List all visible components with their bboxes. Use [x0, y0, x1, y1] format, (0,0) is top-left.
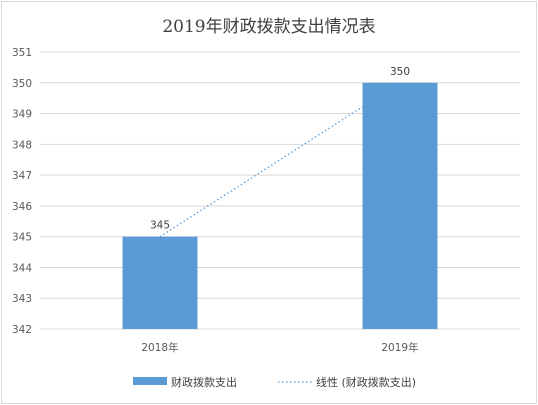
- y-tick-label: 348: [12, 139, 32, 151]
- chart-title: 2019年财政拨款支出情况表: [162, 17, 376, 37]
- data-label: 345: [150, 220, 170, 232]
- y-tick-label: 347: [12, 170, 32, 182]
- y-tick-label: 346: [12, 201, 32, 213]
- legend-swatch-series: [133, 377, 167, 385]
- y-tick-label: 342: [12, 324, 32, 336]
- y-tick-label: 345: [12, 232, 32, 244]
- bar: [362, 82, 438, 330]
- x-tick-label: 2019年: [381, 341, 418, 354]
- legend-label-trendline: 线性 (财政拨款支出): [316, 375, 416, 389]
- y-tick-label: 349: [12, 109, 32, 121]
- x-tick-label: 2018年: [141, 341, 178, 354]
- data-label: 350: [390, 66, 410, 78]
- y-tick-label: 351: [12, 47, 32, 59]
- y-tick-label: 344: [12, 262, 32, 274]
- bar: [122, 236, 198, 329]
- legend-label-series: 财政拨款支出: [171, 375, 237, 389]
- y-tick-label: 350: [12, 78, 32, 90]
- y-tick-label: 343: [12, 293, 32, 305]
